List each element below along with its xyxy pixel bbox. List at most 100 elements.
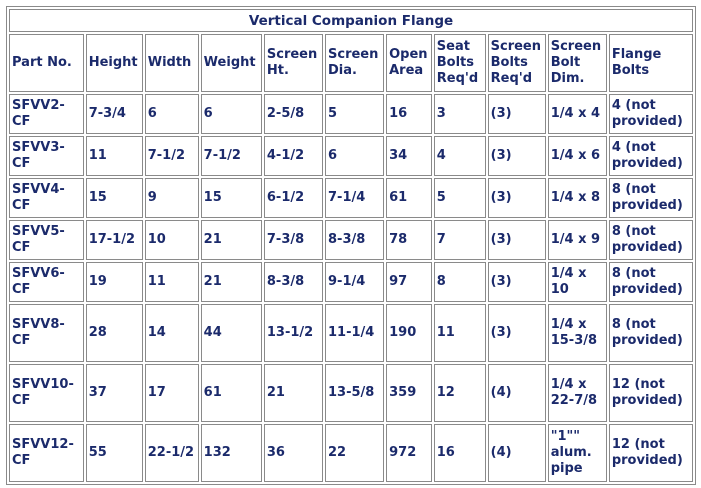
- column-header: Screen Bolts Req'd: [487, 34, 546, 92]
- table-cell: 28: [85, 304, 143, 362]
- header-row: Part No. Height Width Weight Screen Ht. Scree…: [9, 34, 693, 92]
- table-cell: 97: [386, 262, 432, 302]
- table-cell: 44: [200, 304, 262, 362]
- title-row: Vertical Companion Flange: [9, 9, 693, 32]
- table-cell: 12 (not provided): [608, 424, 693, 482]
- table-cell: 21: [200, 220, 262, 260]
- table-cell: 7: [433, 220, 486, 260]
- table-cell: 6: [200, 94, 262, 134]
- table-cell: (3): [487, 262, 546, 302]
- table-cell: 6-1/2: [263, 178, 323, 218]
- table-cell: 359: [386, 364, 432, 422]
- table-cell: 17: [144, 364, 199, 422]
- data-row: SFVV5-CF 17-1/2 10 21 7-3/8 8-3/8 78 7 (3) 1/4 x …: [9, 220, 693, 260]
- table-cell: 14: [144, 304, 199, 362]
- table-cell: SFVV3-CF: [9, 136, 84, 176]
- table-cell: 1/4 x 10: [547, 262, 607, 302]
- table-cell: SFVV6-CF: [9, 262, 84, 302]
- table-cell: 7-1/2: [144, 136, 199, 176]
- column-header: Screen Bolt Dim.: [547, 34, 607, 92]
- table-cell: 4 (not provided): [608, 94, 693, 134]
- table-cell: 1/4 x 22-7/8: [547, 364, 607, 422]
- table-cell: 22-1/2: [144, 424, 199, 482]
- table-cell: 1/4 x 6: [547, 136, 607, 176]
- table-cell: 10: [144, 220, 199, 260]
- column-header: Seat Bolts Req'd: [433, 34, 486, 92]
- table-title: Vertical Companion Flange: [9, 9, 693, 32]
- table-cell: 7-1/4: [325, 178, 385, 218]
- table-cell: 1/4 x 9: [547, 220, 607, 260]
- table-cell: 2-5/8: [263, 94, 323, 134]
- table-cell: 190: [386, 304, 432, 362]
- table-cell: 8 (not provided): [608, 220, 693, 260]
- column-header: Width: [144, 34, 199, 92]
- table-cell: 7-3/4: [85, 94, 143, 134]
- table-cell: 13-1/2: [263, 304, 323, 362]
- table-cell: 16: [433, 424, 486, 482]
- column-header: Open Area: [386, 34, 432, 92]
- table-cell: 17-1/2: [85, 220, 143, 260]
- table-cell: 8 (not provided): [608, 178, 693, 218]
- table-cell: SFVV4-CF: [9, 178, 84, 218]
- table-cell: 78: [386, 220, 432, 260]
- column-header: Part No.: [9, 34, 84, 92]
- column-header: Weight: [200, 34, 262, 92]
- table-cell: (3): [487, 136, 546, 176]
- table-cell: 37: [85, 364, 143, 422]
- table-cell: 1/4 x 4: [547, 94, 607, 134]
- table-cell: 61: [200, 364, 262, 422]
- table-cell: 8 (not provided): [608, 304, 693, 362]
- column-header: Flange Bolts: [608, 34, 693, 92]
- table-cell: 8-3/8: [263, 262, 323, 302]
- column-header: Screen Dia.: [325, 34, 385, 92]
- table-cell: 61: [386, 178, 432, 218]
- table-cell: 6: [325, 136, 385, 176]
- table-cell: 11: [85, 136, 143, 176]
- table-cell: 15: [200, 178, 262, 218]
- table-cell: 7-1/2: [200, 136, 262, 176]
- table-cell: 22: [325, 424, 385, 482]
- table-cell: (3): [487, 178, 546, 218]
- table-cell: (3): [487, 304, 546, 362]
- table-cell: "1"" alum. pipe: [547, 424, 607, 482]
- table-cell: 1/4 x 8: [547, 178, 607, 218]
- column-header: Height: [85, 34, 143, 92]
- data-row: SFVV12-CF 55 22-1/2 132 36 22 972 16 (4) "1"" alu…: [9, 424, 693, 482]
- table-cell: 15: [85, 178, 143, 218]
- table-cell: 21: [200, 262, 262, 302]
- table-cell: 8: [433, 262, 486, 302]
- column-header: Screen Ht.: [263, 34, 323, 92]
- table-cell: SFVV5-CF: [9, 220, 84, 260]
- table-cell: 11: [144, 262, 199, 302]
- table-cell: 8-3/8: [325, 220, 385, 260]
- table-cell: 8 (not provided): [608, 262, 693, 302]
- table-cell: 36: [263, 424, 323, 482]
- table-cell: 19: [85, 262, 143, 302]
- table-cell: (4): [487, 364, 546, 422]
- table-cell: (3): [487, 220, 546, 260]
- table-cell: 12 (not provided): [608, 364, 693, 422]
- table-cell: 4: [433, 136, 486, 176]
- table-cell: 972: [386, 424, 432, 482]
- table-cell: 34: [386, 136, 432, 176]
- table-cell: SFVV12-CF: [9, 424, 84, 482]
- table-cell: 11-1/4: [325, 304, 385, 362]
- table-cell: 16: [386, 94, 432, 134]
- data-row: SFVV8-CF 28 14 44 13-1/2 11-1/4 190 11 (3) 1/4 x …: [9, 304, 693, 362]
- table-cell: 9-1/4: [325, 262, 385, 302]
- table-cell: 55: [85, 424, 143, 482]
- table-cell: 21: [263, 364, 323, 422]
- table-cell: 1/4 x 15-3/8: [547, 304, 607, 362]
- table-cell: 4 (not provided): [608, 136, 693, 176]
- table-cell: SFVV2-CF: [9, 94, 84, 134]
- data-row: SFVV10-CF 37 17 61 21 13-5/8 359 12 (4) 1/4 x 22-…: [9, 364, 693, 422]
- table-cell: 11: [433, 304, 486, 362]
- table-cell: 9: [144, 178, 199, 218]
- table-cell: 5: [433, 178, 486, 218]
- table-cell: (3): [487, 94, 546, 134]
- table-cell: 12: [433, 364, 486, 422]
- table-cell: 7-3/8: [263, 220, 323, 260]
